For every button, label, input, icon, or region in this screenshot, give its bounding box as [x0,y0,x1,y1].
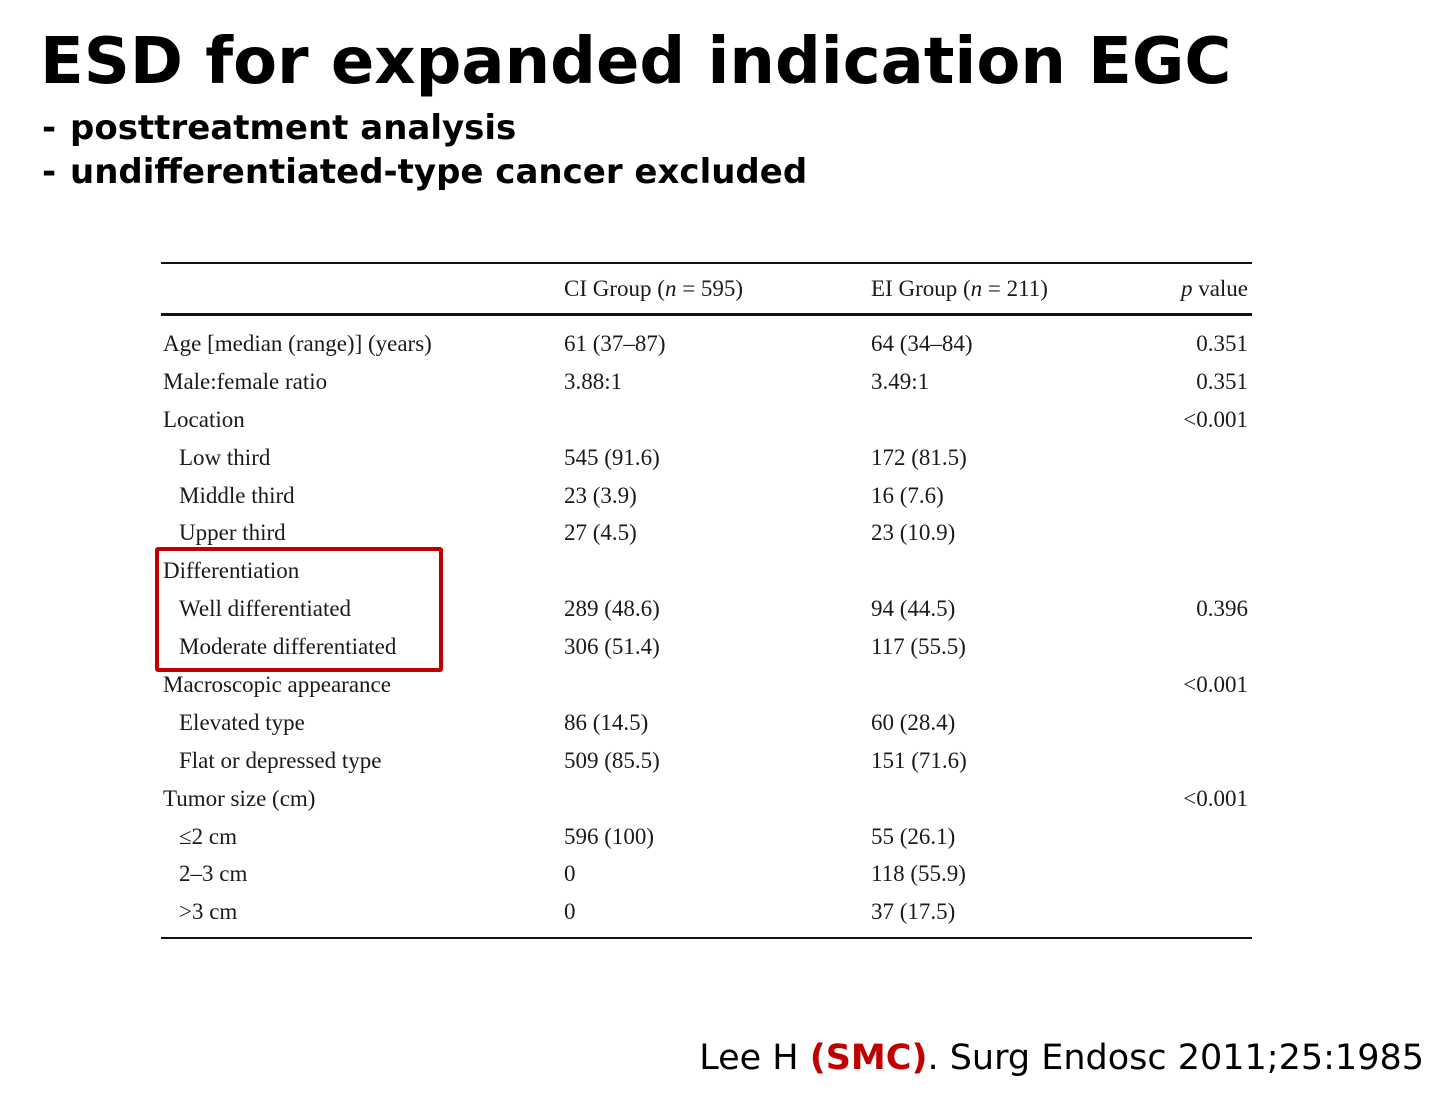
header-ei-group: EI Group (n = 211) [871,264,1048,314]
subtitle-text: posttreatment analysis [70,108,517,148]
row-label: 2–3 cm [179,861,248,887]
ei-value: 94 (44.5) [871,596,956,622]
table-row: Tumor size (cm) <0.001 [161,780,1252,818]
header-ei-label: EI Group ( [871,276,971,301]
table-row: >3 cm 0 37 (17.5) [161,893,1252,931]
citation-author: Lee H [699,1038,810,1078]
ei-value: 64 (34–84) [871,331,973,356]
header-ci-group: CI Group (n = 595) [564,264,743,314]
table-bottom-rule [161,937,1252,940]
table-row: Moderate differentiated 306 (51.4) 117 (… [161,628,1252,666]
table-row: Middle third 23 (3.9) 16 (7.6) [161,477,1252,515]
row-label: Middle third [179,482,295,508]
header-p-value: p value [1181,264,1248,314]
row-label: Upper third [179,520,286,546]
slide-title: ESD for expanded indication EGC [40,25,1232,99]
citation: Lee H (SMC). Surg Endosc 2011;25:1985 [699,1033,1424,1083]
row-label: >3 cm [179,899,238,925]
row-label: Male:female ratio [163,368,328,394]
row-label: Location [163,406,245,432]
ci-value: 289 (48.6) [564,596,660,622]
citation-institution: (SMC) [809,1038,928,1078]
table-header-row: CI Group (n = 595) EI Group (n = 211) p … [161,264,1252,313]
bullet-dash: - [42,108,57,148]
subtitle-text: undifferentiated-type cancer excluded [70,152,808,192]
header-ci-n-symbol: n [664,276,677,301]
ci-value: 0 [564,899,576,925]
ci-value: 596 (100) [564,823,655,849]
ci-value: 86 (14.5) [564,709,649,735]
row-label: Macroscopic appearance [163,672,391,698]
table-row: Male:female ratio 3.88:1 3.49:1 0.351 [161,363,1252,401]
ei-value: 172 (81.5) [871,444,967,470]
table-body: Age [median (range)] (years) 61 (37–87) … [161,316,1252,937]
row-label: Tumor size (cm) [163,785,316,811]
ei-value: 117 (55.5) [871,634,966,660]
row-label: Differentiation [163,558,300,584]
row-label: Age [median (range)] (years) [163,331,432,356]
row-label: Elevated type [179,709,305,735]
ci-value: 306 (51.4) [564,634,660,660]
row-label: ≤2 cm [179,823,237,849]
ei-value: 118 (55.9) [871,861,966,887]
table-row: 2–3 cm 0 118 (55.9) [161,855,1252,893]
p-value: <0.001 [1183,672,1248,698]
subtitle-list: - posttreatment analysis - undifferentiate… [42,106,807,194]
ci-value: 0 [564,861,576,887]
ei-value: 16 (7.6) [871,482,944,508]
p-value: 0.351 [1196,368,1248,394]
row-label: Moderate differentiated [179,634,397,660]
p-value: 0.351 [1196,331,1248,356]
citation-source: . Surg Endosc 2011;25:1985 [927,1038,1424,1078]
characteristics-table: CI Group (n = 595) EI Group (n = 211) p … [161,262,1252,940]
p-value: <0.001 [1183,785,1248,811]
header-ei-n-symbol: n [970,276,983,301]
ci-value: 61 (37–87) [564,331,666,356]
p-value: <0.001 [1183,406,1248,432]
row-label: Low third [179,444,271,470]
table-row: Flat or depressed type 509 (85.5) 151 (7… [161,742,1252,780]
subtitle-item: - posttreatment analysis [42,106,807,150]
table-row: Differentiation [161,552,1252,590]
ei-value: 3.49:1 [871,368,930,394]
header-ci-n-value: = 595) [676,276,744,301]
bullet-dash: - [42,152,57,192]
table-top-rule [161,262,1252,264]
table-row: ≤2 cm 596 (100) 55 (26.1) [161,818,1252,856]
ci-value: 27 (4.5) [564,520,637,546]
table-header-rule [161,313,1252,316]
row-label: Flat or depressed type [179,747,382,773]
table-row: Low third 545 (91.6) 172 (81.5) [161,439,1252,477]
ei-value: 23 (10.9) [871,520,956,546]
ei-value: 60 (28.4) [871,709,956,735]
table-row: Elevated type 86 (14.5) 60 (28.4) [161,704,1252,742]
table-row: Upper third 27 (4.5) 23 (10.9) [161,514,1252,552]
ci-value: 545 (91.6) [564,444,660,470]
table-row: Location <0.001 [161,401,1252,439]
table-row: Macroscopic appearance <0.001 [161,666,1252,704]
header-p-symbol: p [1180,276,1193,301]
ci-value: 23 (3.9) [564,482,637,508]
header-p-label: value [1192,276,1248,301]
ei-value: 37 (17.5) [871,899,956,925]
header-ci-label: CI Group ( [564,276,665,301]
row-label: Well differentiated [179,596,352,622]
header-ei-n-value: = 211) [982,276,1048,301]
ei-value: 55 (26.1) [871,823,956,849]
table-row: Well differentiated 289 (48.6) 94 (44.5)… [161,590,1252,628]
table-row: Age [median (range)] (years) 61 (37–87) … [161,325,1252,363]
ei-value: 151 (71.6) [871,747,967,773]
ci-value: 3.88:1 [564,368,623,394]
subtitle-item: - undifferentiated-type cancer excluded [42,150,807,194]
ci-value: 509 (85.5) [564,747,660,773]
p-value: 0.396 [1196,596,1248,622]
